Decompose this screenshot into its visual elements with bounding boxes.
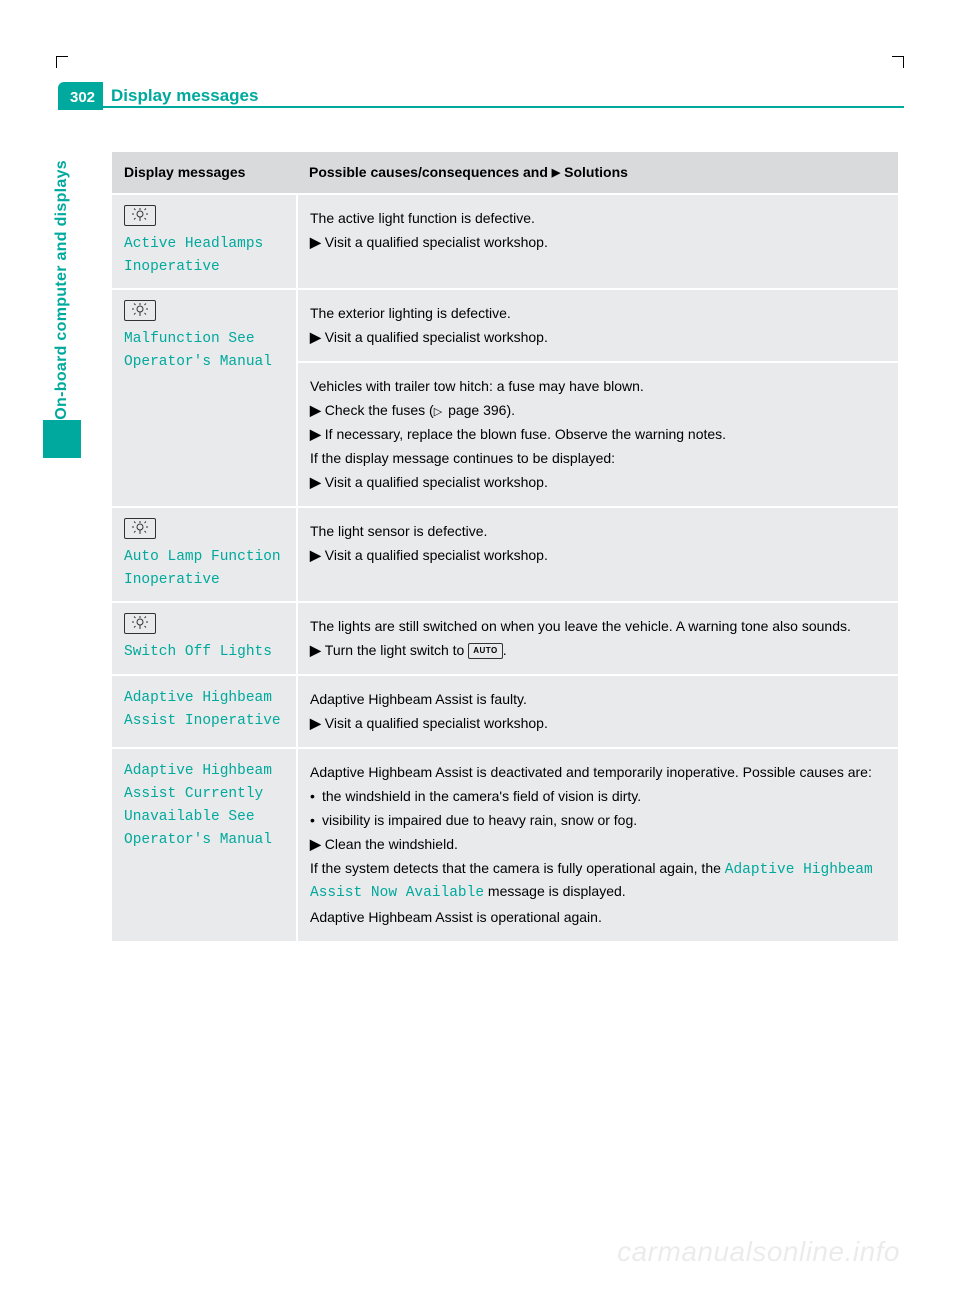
solution-text: Visit a qualified specialist workshop.	[325, 474, 548, 490]
lamp-svg	[131, 616, 149, 630]
cause-bullet: the windshield in the camera's field of …	[310, 786, 886, 807]
solution-text: Visit a qualified specialist workshop.	[325, 547, 548, 563]
crop-mark-top-right	[892, 56, 904, 68]
table-row: Adaptive Highbeam Assist Inoperative Ada…	[112, 675, 898, 748]
watermark: carmanualsonline.info	[617, 1236, 900, 1268]
lamp-svg	[131, 208, 149, 222]
section-marker-block	[43, 420, 81, 458]
solution-step: ▶If necessary, replace the blown fuse. O…	[310, 424, 886, 445]
table-row: Active Headlamps Inoperative The active …	[112, 194, 898, 289]
step-arrow-icon: ▶	[310, 474, 321, 490]
lamp-warning-icon	[124, 205, 156, 226]
solution-step: ▶Check the fuses ( page 396).	[310, 400, 886, 421]
cause-text: Vehicles with trailer tow hitch: a fuse …	[310, 376, 886, 397]
solution-step: ▶Turn the light switch to AUTO.	[310, 640, 886, 661]
result-suffix: message is displayed.	[484, 883, 626, 899]
step-arrow-icon: ▶	[310, 426, 321, 442]
step-arrow-icon: ▶	[310, 642, 321, 658]
condition-text: If the display message continues to be d…	[310, 448, 886, 469]
page-reference: page 396	[434, 402, 507, 418]
cause-text: The light sensor is defective.	[310, 521, 886, 542]
solution-text: Visit a qualified specialist workshop.	[325, 234, 548, 250]
cause-text: The active light function is defective.	[310, 208, 886, 229]
solution-prefix: Turn the light switch to	[325, 642, 468, 658]
solution-step: ▶Visit a qualified specialist workshop.	[310, 327, 886, 348]
display-code: Active Headlamps Inoperative	[124, 236, 263, 275]
result-text: If the system detects that the camera is…	[310, 858, 886, 904]
auto-switch-icon: AUTO	[468, 643, 503, 659]
step-arrow-icon: ▶	[310, 715, 321, 731]
solution-step: ▶Visit a qualified specialist workshop.	[310, 545, 886, 566]
header-arrow-icon: ▶	[552, 167, 560, 179]
solution-suffix: ).	[506, 402, 515, 418]
header-causes-prefix: Possible causes/consequences and	[309, 164, 552, 180]
lamp-warning-icon	[124, 518, 156, 539]
lamp-warning-icon	[124, 613, 156, 634]
cause-bullet: visibility is impaired due to heavy rain…	[310, 810, 886, 831]
lamp-svg	[131, 521, 149, 535]
solution-text: Visit a qualified specialist workshop.	[325, 329, 548, 345]
lamp-warning-icon	[124, 300, 156, 321]
solution-text: Clean the windshield.	[325, 836, 458, 852]
table-header-solutions: Possible causes/consequences and ▶ Solut…	[297, 152, 898, 194]
display-code: Adaptive Highbeam Assist Inoperative	[124, 690, 281, 729]
table-row: Switch Off Lights The lights are still s…	[112, 602, 898, 675]
table-header-display-messages: Display messages	[112, 152, 297, 194]
header-solutions-suffix: Solutions	[560, 164, 628, 180]
side-tab: On-board computer and displays	[42, 152, 82, 458]
display-code: Malfunction See Operator's Manual	[124, 331, 272, 370]
step-arrow-icon: ▶	[310, 836, 321, 852]
step-arrow-icon: ▶	[310, 329, 321, 345]
display-code: Adaptive Highbeam Assist Currently Unava…	[124, 763, 272, 848]
cause-text: Adaptive Highbeam Assist is faulty.	[310, 689, 886, 710]
solution-step: ▶Visit a qualified specialist workshop.	[310, 472, 886, 493]
cause-text: The exterior lighting is defective.	[310, 303, 886, 324]
solution-step: ▶Visit a qualified specialist workshop.	[310, 232, 886, 253]
step-arrow-icon: ▶	[310, 402, 321, 418]
table-row: Adaptive Highbeam Assist Currently Unava…	[112, 748, 898, 942]
display-code: Auto Lamp Function Inoperative	[124, 549, 281, 588]
result-prefix: If the system detects that the camera is…	[310, 860, 725, 876]
lamp-svg	[131, 303, 149, 317]
section-label: On-board computer and displays	[53, 152, 71, 420]
display-code: Switch Off Lights	[124, 644, 272, 660]
solution-text: Visit a qualified specialist workshop.	[325, 715, 548, 731]
header-underline	[58, 106, 904, 108]
table-row: Auto Lamp Function Inoperative The light…	[112, 507, 898, 602]
table-row: Malfunction See Operator's Manual The ex…	[112, 289, 898, 362]
cause-text: Adaptive Highbeam Assist is deactivated …	[310, 762, 886, 783]
content-area: Display messages Possible causes/consequ…	[112, 152, 898, 943]
result-text: Adaptive Highbeam Assist is operational …	[310, 907, 886, 928]
crop-mark-top-left	[56, 56, 68, 68]
solution-prefix: Check the fuses (	[325, 402, 434, 418]
solution-step: ▶Clean the windshield.	[310, 834, 886, 855]
solution-text: If necessary, replace the blown fuse. Ob…	[325, 426, 726, 442]
cause-text: The lights are still switched on when yo…	[310, 616, 886, 637]
solution-step: ▶Visit a qualified specialist workshop.	[310, 713, 886, 734]
step-arrow-icon: ▶	[310, 234, 321, 250]
solution-suffix: .	[503, 642, 507, 658]
step-arrow-icon: ▶	[310, 547, 321, 563]
display-messages-table: Display messages Possible causes/consequ…	[112, 152, 898, 943]
